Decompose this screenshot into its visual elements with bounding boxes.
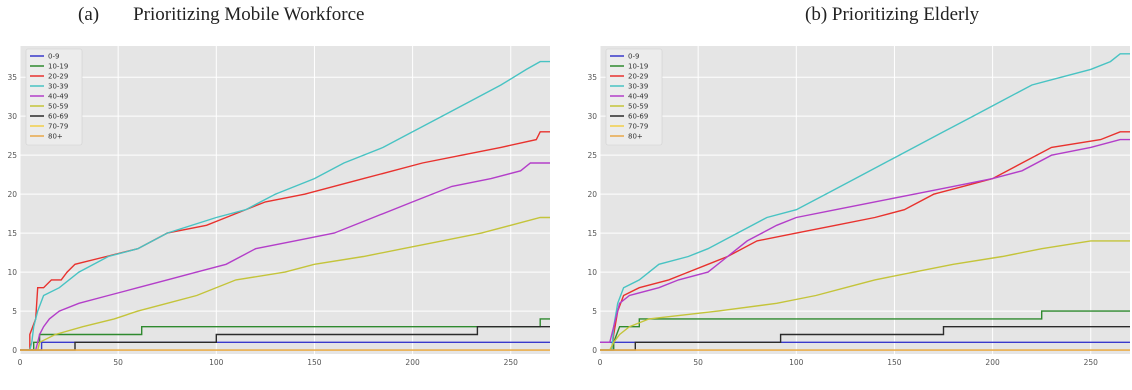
legend-label: 0-9 — [48, 53, 59, 61]
legend-label: 10-19 — [48, 63, 68, 71]
series-line-40-49 — [20, 162, 550, 351]
y-tick-label: 30 — [7, 112, 17, 121]
series-line-20-29 — [600, 131, 1130, 351]
panel-b-title: (b) Prioritizing Elderly — [805, 4, 980, 25]
legend-label: 20-29 — [628, 73, 648, 81]
y-tick-label: 25 — [7, 151, 17, 160]
legend-label: 80+ — [628, 133, 643, 141]
panel-a-label: (a) — [78, 4, 100, 25]
y-tick-label: 10 — [587, 268, 597, 277]
x-tick-label: 0 — [598, 358, 603, 367]
x-tick-label: 250 — [504, 358, 519, 367]
legend-label: 60-69 — [628, 113, 648, 121]
y-tick-label: 0 — [592, 346, 597, 355]
legend-label: 60-69 — [48, 113, 68, 121]
legend-box — [25, 48, 83, 146]
y-tick-label: 35 — [587, 73, 597, 82]
legend: 0-9 10-19 20-29 30-39 40-49 50-59 60-69 70-79 80… — [605, 48, 663, 146]
series-line-30-39 — [20, 60, 550, 351]
y-tick-label: 15 — [587, 229, 597, 238]
legend-label: 40-49 — [48, 93, 68, 101]
legend-label: 40-49 — [628, 93, 648, 101]
plot-area — [600, 46, 1130, 354]
legend-label: 50-59 — [48, 103, 68, 111]
legend: 0-9 10-19 20-29 30-39 40-49 50-59 60-69 70-79 80… — [25, 48, 83, 146]
panel-a-title-text: Prioritizing Mobile Workforce — [133, 4, 365, 25]
y-tick-label: 15 — [7, 229, 17, 238]
legend-label: 10-19 — [628, 63, 648, 71]
legend-label: 30-39 — [48, 83, 68, 91]
legend-label: 20-29 — [48, 73, 68, 81]
legend-label: 0-9 — [628, 53, 639, 61]
series-line-30-39 — [600, 53, 1130, 351]
y-tick-label: 30 — [587, 112, 597, 121]
x-tick-label: 0 — [18, 358, 23, 367]
chart-elderly: 0 5 10 15 20 25 30 35 0 50 100 150 200 250 0-9 10-19 20-… — [587, 46, 1130, 367]
series-line-10-19 — [20, 318, 550, 351]
y-tick-label: 35 — [7, 73, 17, 82]
chart-mobile-workforce: 0 5 10 15 20 25 30 35 0 50 100 150 200 250 0-9 10-19 20-… — [7, 46, 550, 367]
x-tick-label: 200 — [405, 358, 420, 367]
y-tick-label: 0 — [12, 346, 17, 355]
legend-label: 80+ — [48, 133, 63, 141]
legend-label: 50-59 — [628, 103, 648, 111]
series-line-60-69 — [20, 326, 550, 351]
legend-label: 70-79 — [628, 123, 648, 131]
series-line-40-49 — [600, 138, 1130, 343]
series-line-50-59 — [20, 216, 550, 351]
x-tick-label: 200 — [985, 358, 1000, 367]
legend-label: 30-39 — [628, 83, 648, 91]
x-tick-label: 100 — [789, 358, 804, 367]
plot-area — [20, 46, 550, 354]
y-tick-label: 25 — [587, 151, 597, 160]
y-tick-label: 5 — [12, 307, 17, 316]
panel-a-title: (a) Prioritizing Mobile Workforce — [78, 4, 364, 26]
series-line-50-59 — [600, 240, 1130, 351]
series-line-10-19 — [600, 310, 1130, 351]
x-tick-label: 50 — [693, 358, 703, 367]
y-tick-label: 20 — [7, 190, 17, 199]
legend-label: 70-79 — [48, 123, 68, 131]
series-line-60-69 — [600, 326, 1130, 351]
x-tick-label: 150 — [307, 358, 322, 367]
y-tick-label: 10 — [7, 268, 17, 277]
legend-box — [605, 48, 663, 146]
y-tick-label: 20 — [587, 190, 597, 199]
x-tick-label: 150 — [887, 358, 902, 367]
x-tick-label: 250 — [1084, 358, 1099, 367]
x-tick-label: 100 — [209, 358, 224, 367]
x-tick-label: 50 — [113, 358, 123, 367]
y-tick-label: 5 — [592, 307, 597, 316]
